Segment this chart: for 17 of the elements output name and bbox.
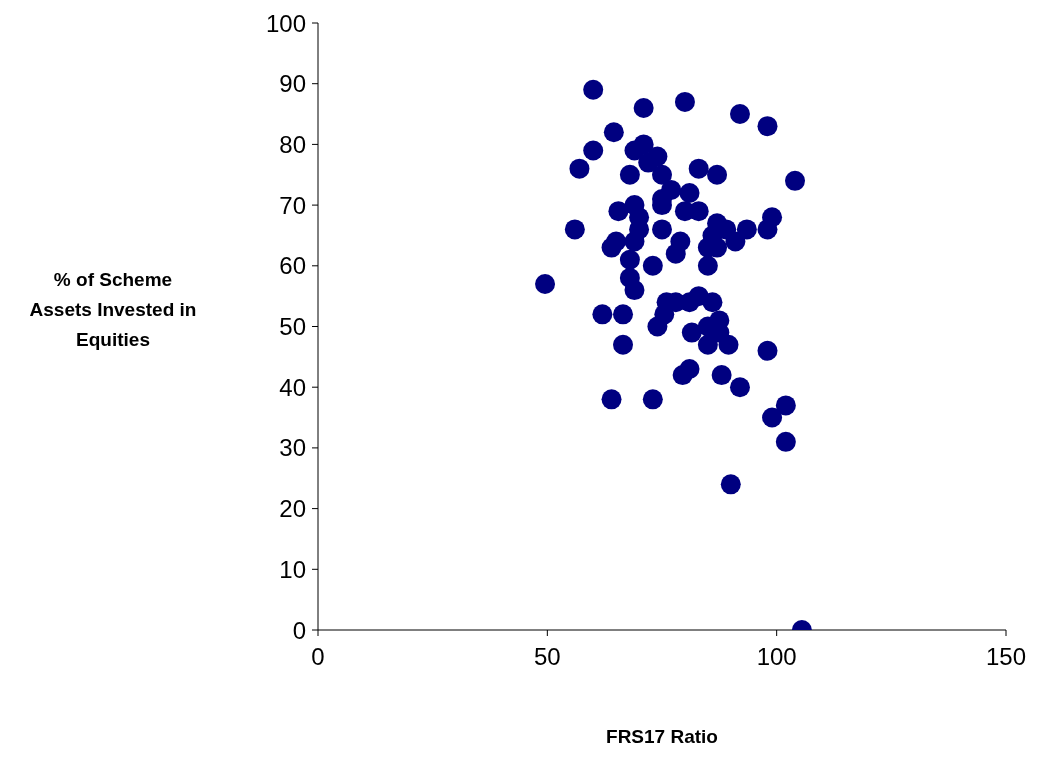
y-tick-label: 0 [292, 616, 306, 644]
y-tick-label: 10 [279, 555, 306, 583]
y-tick-label: 80 [279, 130, 306, 158]
x-tick-label: 0 [311, 643, 325, 671]
y-tick-label: 40 [279, 373, 306, 401]
x-axis-title: FRS17 Ratio [605, 726, 719, 748]
x-tick-label: 50 [533, 643, 561, 671]
y-tick-label: 60 [279, 252, 306, 280]
y-tick-label: 30 [279, 434, 306, 462]
y-tick-label: 70 [279, 191, 306, 219]
x-tick-label: 150 [985, 643, 1027, 671]
x-tick-label: 100 [756, 643, 797, 671]
y-tick-label: 90 [279, 70, 306, 98]
y-axis-title: % of Scheme Assets Invested in Equities [28, 268, 198, 352]
y-tick-label: 50 [279, 313, 306, 341]
y-tick-label: 100 [265, 9, 306, 37]
y-tick-label: 20 [279, 495, 306, 523]
